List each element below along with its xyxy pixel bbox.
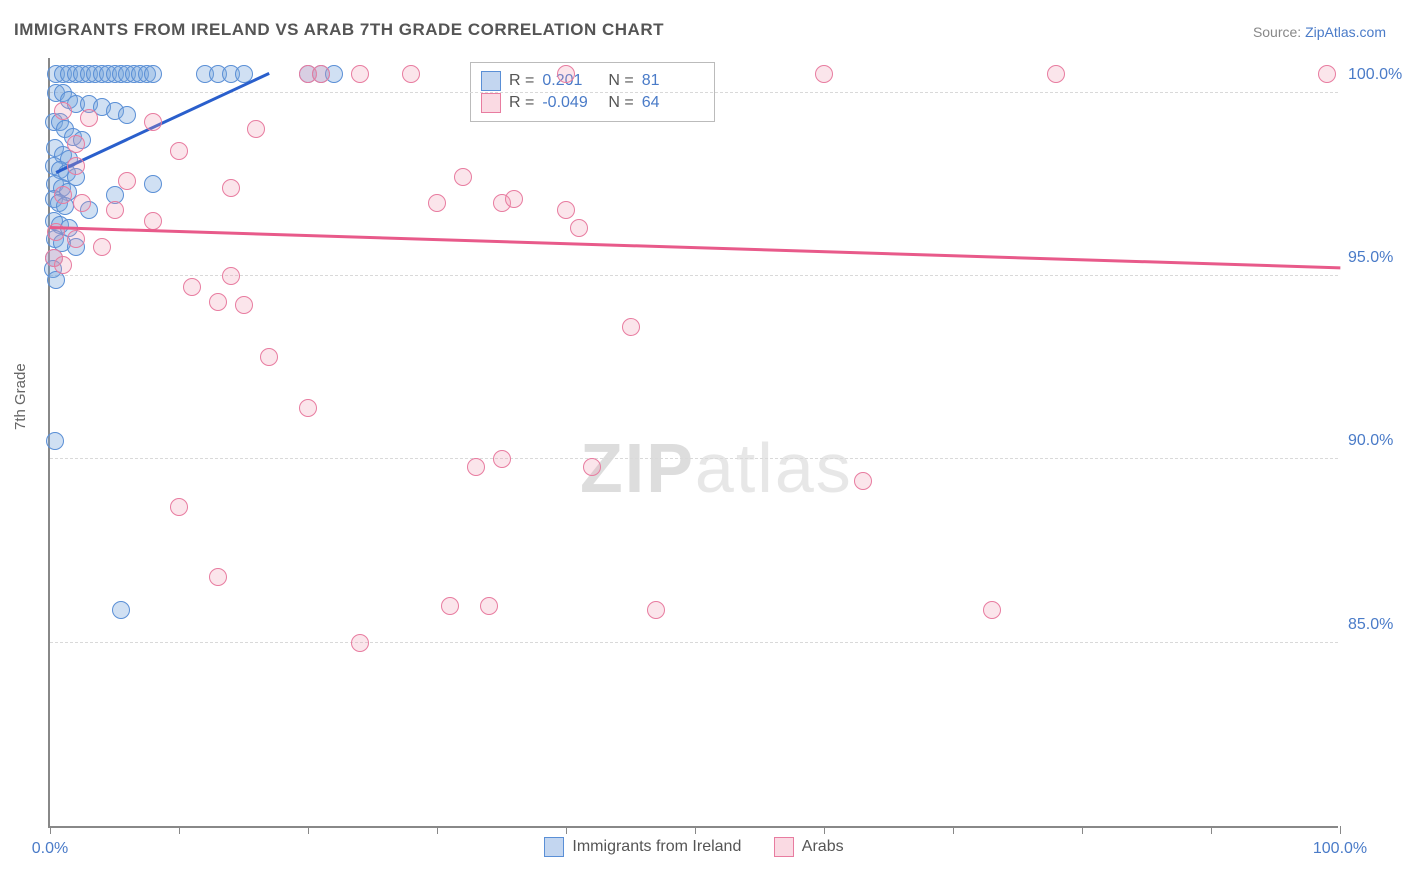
- data-point: [118, 172, 136, 190]
- x-tick: [566, 826, 567, 834]
- legend-item: Immigrants from Ireland: [544, 837, 741, 857]
- x-tick-label: 0.0%: [32, 840, 68, 858]
- n-value: 64: [642, 94, 700, 112]
- y-tick-label: 100.0%: [1348, 66, 1406, 84]
- watermark-rest: atlas: [695, 429, 853, 507]
- watermark: ZIPatlas: [580, 428, 853, 508]
- data-point: [454, 168, 472, 186]
- source-attribution: Source: ZipAtlas.com: [1253, 24, 1386, 40]
- data-point: [247, 120, 265, 138]
- data-point: [170, 142, 188, 160]
- data-point: [144, 175, 162, 193]
- data-point: [570, 219, 588, 237]
- data-point: [505, 190, 523, 208]
- data-point: [222, 179, 240, 197]
- data-point: [557, 65, 575, 83]
- data-point: [67, 157, 85, 175]
- source-prefix: Source:: [1253, 24, 1305, 40]
- data-point: [480, 597, 498, 615]
- data-point: [622, 318, 640, 336]
- data-point: [209, 293, 227, 311]
- x-tick: [179, 826, 180, 834]
- x-tick: [1340, 826, 1341, 834]
- data-point: [93, 238, 111, 256]
- swatch-blue: [544, 837, 564, 857]
- y-tick-label: 95.0%: [1348, 249, 1406, 267]
- data-point: [73, 194, 91, 212]
- chart-title: IMMIGRANTS FROM IRELAND VS ARAB 7TH GRAD…: [14, 20, 664, 40]
- trend-line: [50, 226, 1340, 269]
- r-value: -0.049: [542, 94, 600, 112]
- data-point: [170, 498, 188, 516]
- gridline-h: [50, 275, 1338, 276]
- x-tick: [1082, 826, 1083, 834]
- stats-row: R = -0.049 N = 64: [481, 93, 700, 113]
- x-tick: [1211, 826, 1212, 834]
- data-point: [112, 601, 130, 619]
- x-tick: [695, 826, 696, 834]
- data-point: [183, 278, 201, 296]
- data-point: [260, 348, 278, 366]
- data-point: [144, 212, 162, 230]
- data-point: [299, 399, 317, 417]
- data-point: [235, 296, 253, 314]
- data-point: [67, 230, 85, 248]
- data-point: [351, 634, 369, 652]
- data-point: [1318, 65, 1336, 83]
- r-label: R =: [509, 94, 534, 112]
- x-tick-label: 100.0%: [1313, 840, 1367, 858]
- data-point: [106, 201, 124, 219]
- swatch-pink: [774, 837, 794, 857]
- x-tick: [824, 826, 825, 834]
- data-point: [815, 65, 833, 83]
- x-tick: [437, 826, 438, 834]
- data-point: [1047, 65, 1065, 83]
- data-point: [467, 458, 485, 476]
- legend-label: Immigrants from Ireland: [572, 838, 741, 856]
- data-point: [428, 194, 446, 212]
- data-point: [80, 109, 98, 127]
- data-point: [54, 102, 72, 120]
- data-point: [351, 65, 369, 83]
- x-tick: [308, 826, 309, 834]
- swatch-blue: [481, 71, 501, 91]
- stats-row: R = 0.201 N = 81: [481, 71, 700, 91]
- scatter-plot: ZIPatlas R = 0.201 N = 81 R = -0.049 N =…: [48, 58, 1338, 828]
- data-point: [54, 256, 72, 274]
- data-point: [557, 201, 575, 219]
- y-tick-label: 90.0%: [1348, 432, 1406, 450]
- gridline-h: [50, 92, 1338, 93]
- data-point: [647, 601, 665, 619]
- data-point: [222, 267, 240, 285]
- x-tick: [953, 826, 954, 834]
- data-point: [46, 432, 64, 450]
- data-point: [312, 65, 330, 83]
- n-value: 81: [642, 72, 700, 90]
- n-label: N =: [608, 72, 633, 90]
- source-link[interactable]: ZipAtlas.com: [1305, 24, 1386, 40]
- data-point: [441, 597, 459, 615]
- data-point: [67, 135, 85, 153]
- data-point: [118, 106, 136, 124]
- gridline-h: [50, 458, 1338, 459]
- data-point: [209, 568, 227, 586]
- x-tick: [50, 826, 51, 834]
- y-tick-label: 85.0%: [1348, 616, 1406, 634]
- data-point: [144, 65, 162, 83]
- gridline-h: [50, 642, 1338, 643]
- legend-item: Arabs: [774, 837, 844, 857]
- swatch-pink: [481, 93, 501, 113]
- data-point: [402, 65, 420, 83]
- data-point: [983, 601, 1001, 619]
- n-label: N =: [608, 94, 633, 112]
- data-point: [854, 472, 872, 490]
- series-legend: Immigrants from Ireland Arabs: [50, 837, 1338, 862]
- data-point: [493, 450, 511, 468]
- r-label: R =: [509, 72, 534, 90]
- data-point: [144, 113, 162, 131]
- legend-label: Arabs: [802, 838, 844, 856]
- data-point: [583, 458, 601, 476]
- data-point: [54, 186, 72, 204]
- y-axis-label: 7th Grade: [12, 363, 29, 430]
